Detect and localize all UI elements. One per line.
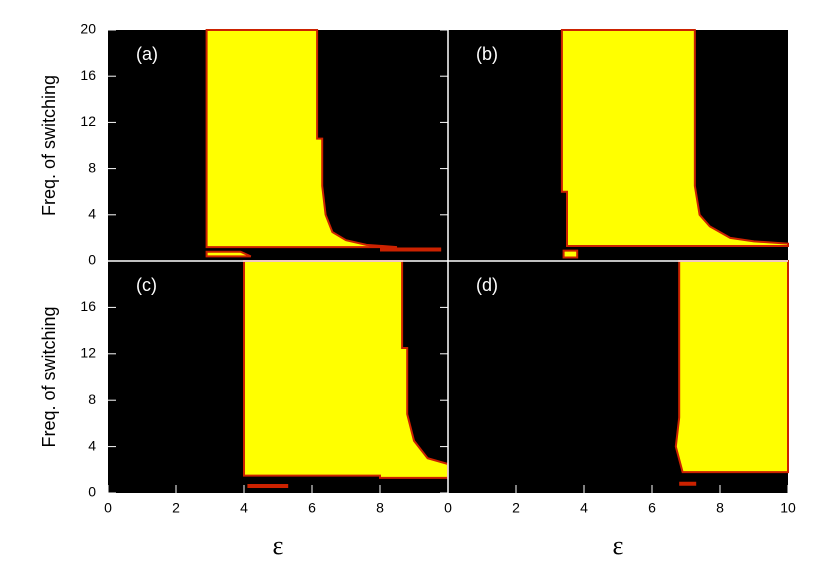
x-tick-label: 6	[308, 500, 316, 516]
x-tick-label: 0	[104, 500, 112, 516]
y-tick-label: 0	[88, 252, 96, 268]
y-tick-label: 12	[80, 113, 96, 129]
x-tick-label: 0	[444, 500, 452, 516]
y-tick-label: 16	[80, 67, 96, 83]
y-tick-label: 20	[80, 21, 96, 37]
yellow-region	[243, 260, 449, 479]
x-tick-label: 8	[716, 500, 724, 516]
y-tick-label: 0	[88, 484, 96, 500]
x-tick-label: 10	[780, 500, 796, 516]
x-tick-label: 2	[172, 500, 180, 516]
yellow-region	[560, 29, 789, 247]
y-tick-label: 16	[80, 298, 96, 314]
panel-label: (d)	[476, 275, 498, 295]
yellow-region	[205, 250, 252, 258]
x-axis-label: ε	[613, 531, 624, 560]
x-tick-label: 4	[580, 500, 588, 516]
yellow-region	[674, 260, 789, 474]
panel-label: (a)	[136, 44, 158, 64]
y-tick-label: 8	[88, 391, 96, 407]
panel-label: (b)	[476, 44, 498, 64]
x-tick-label: 4	[240, 500, 248, 516]
x-tick-label: 2	[512, 500, 520, 516]
y-tick-label: 12	[80, 345, 96, 361]
x-tick-label: 8	[376, 500, 384, 516]
y-tick-label: 4	[88, 206, 96, 222]
x-axis-label: ε	[273, 531, 284, 560]
yellow-region	[562, 249, 579, 259]
y-tick-label: 4	[88, 437, 96, 453]
y-axis-label: Freq. of switching	[39, 75, 59, 216]
x-tick-label: 6	[648, 500, 656, 516]
yellow-region	[205, 29, 398, 249]
y-axis-label: Freq. of switching	[39, 306, 59, 447]
y-tick-label: 8	[88, 159, 96, 175]
panel-label: (c)	[136, 275, 157, 295]
